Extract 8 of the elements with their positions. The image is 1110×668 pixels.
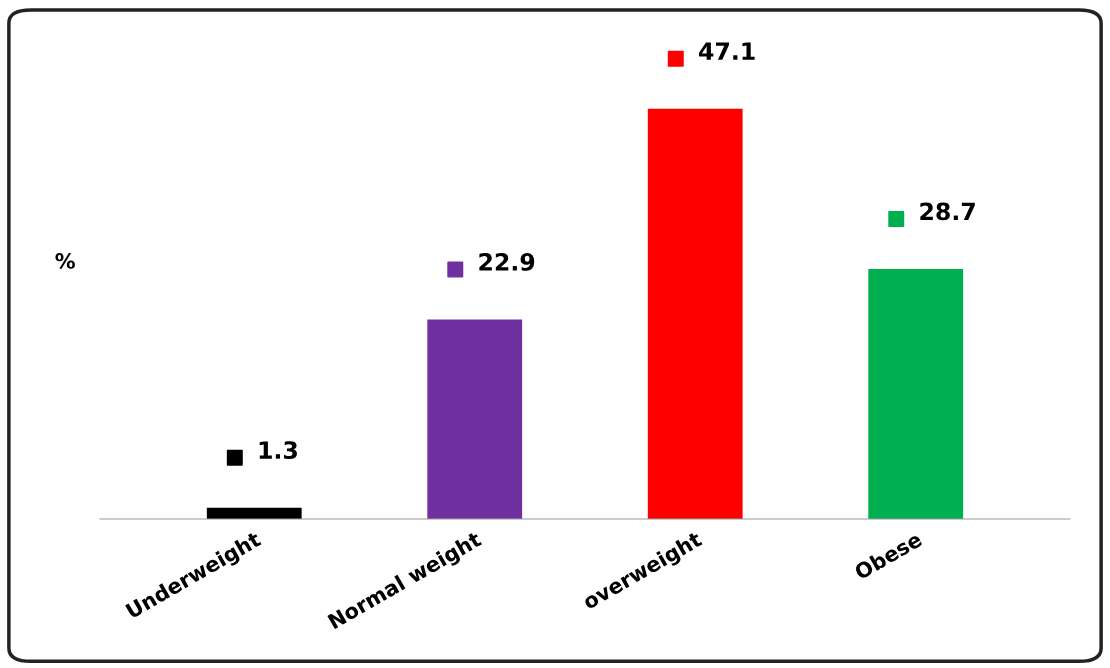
bar (427, 319, 523, 520)
data-label: 1.3 (259, 441, 297, 460)
data-label: 47.1 (699, 42, 755, 60)
data-label: 22.9 (479, 253, 535, 271)
bar (647, 108, 743, 520)
y-axis-title: % (55, 253, 75, 269)
bar (868, 269, 964, 520)
data-label: 28.7 (920, 202, 975, 221)
